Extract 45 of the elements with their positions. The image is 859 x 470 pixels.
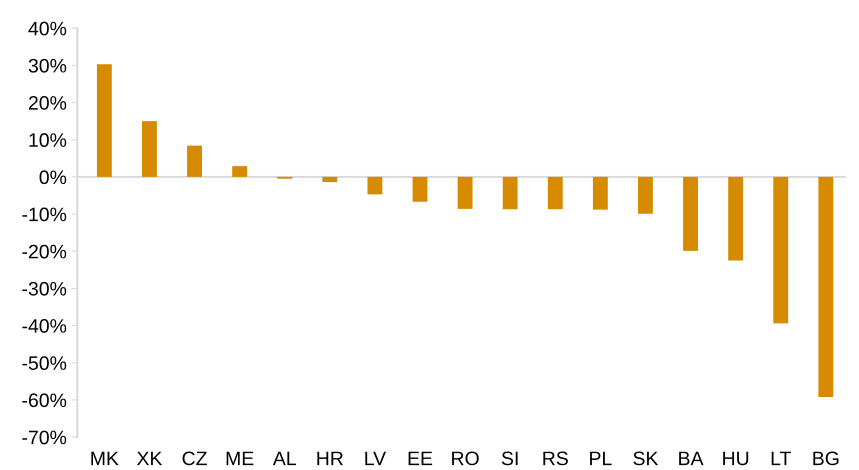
x-tick-label: PL [590, 452, 612, 466]
x-tick-label: AL [272, 452, 296, 466]
bar [548, 176, 563, 210]
x-tick-label: EE [408, 452, 432, 466]
y-tick-label: -40% [22, 319, 66, 333]
bar [142, 121, 157, 177]
x-tick-label: LV [365, 452, 386, 466]
bar [412, 176, 428, 202]
x-tick-label: XK [136, 452, 162, 466]
y-tick-label: 30% [28, 58, 66, 73]
bar [592, 176, 608, 210]
x-tick-label: SI [502, 452, 518, 466]
bar [458, 176, 473, 209]
x-tick-label: RO [452, 452, 479, 466]
y-tick-label: 40% [28, 22, 66, 36]
bar [322, 176, 338, 182]
y-tick-label: 10% [29, 133, 66, 147]
x-tick-label: ME [226, 452, 254, 466]
bar [638, 176, 653, 214]
y-tick-label: 20% [28, 96, 66, 110]
y-tick-label: -30% [22, 282, 66, 296]
y-tick-label: 0% [40, 170, 66, 184]
x-tick-label: SK [633, 452, 658, 466]
bar [502, 176, 518, 210]
x-tick-label: RS [543, 452, 568, 466]
bar [187, 146, 202, 177]
x-tick-label: MK [91, 452, 119, 466]
y-tick-label: -10% [22, 208, 66, 222]
y-tick-label: -50% [22, 356, 66, 370]
x-tick-label: LT [772, 452, 791, 466]
x-tick-label: BA [679, 452, 704, 466]
x-tick-label: CZ [182, 452, 207, 466]
bar [367, 176, 382, 194]
x-tick-label: HU [723, 452, 748, 466]
bar [683, 176, 698, 251]
bar [728, 176, 744, 261]
bar [773, 176, 788, 324]
y-tick-label: -70% [22, 430, 66, 444]
y-tick-label: -60% [22, 393, 66, 408]
x-tick-label: BG [813, 452, 838, 466]
y-tick-label: -20% [22, 244, 66, 258]
bar [232, 166, 248, 177]
bar [96, 64, 112, 177]
x-tick-label: HR [317, 452, 343, 466]
bar [818, 176, 834, 397]
